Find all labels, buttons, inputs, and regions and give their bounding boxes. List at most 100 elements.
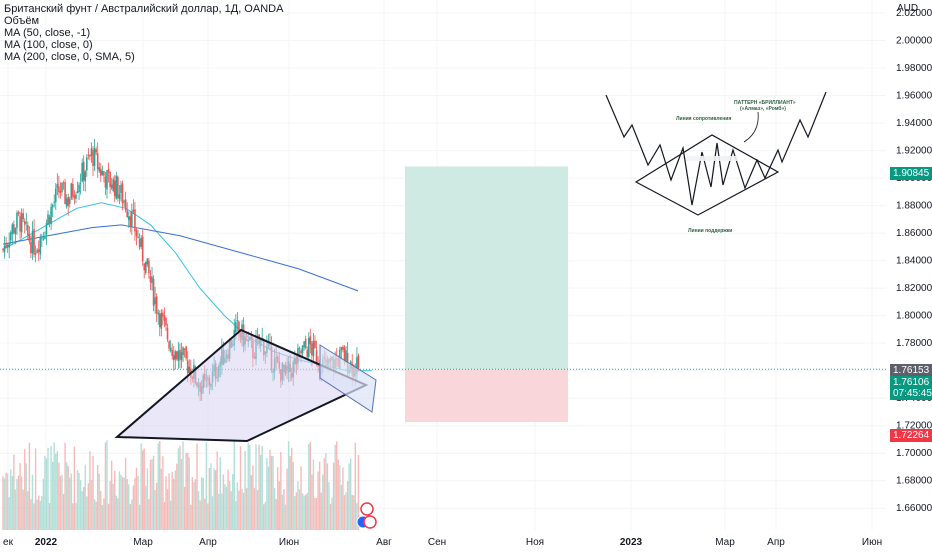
- candle-body: [107, 168, 110, 173]
- time-tick-label: Апр: [199, 537, 217, 548]
- volume-bar: [67, 466, 69, 530]
- candle-body: [314, 340, 316, 348]
- price-axis[interactable]: 1.660001.680001.700001.720001.740001.760…: [886, 0, 932, 550]
- candle-body: [75, 194, 77, 199]
- candle-body: [92, 150, 94, 166]
- volume-bar: [48, 503, 51, 530]
- candle-body: [82, 161, 85, 181]
- volume-bar: [225, 486, 228, 530]
- volume-bar: [110, 460, 113, 530]
- time-tick-label: Мар: [715, 537, 735, 548]
- volume-bar: [218, 493, 220, 530]
- candle-body: [158, 313, 161, 328]
- volume-bar: [157, 443, 159, 530]
- diamond-pattern-diagram: ПАТТЕРН «БРИЛЛИАНТ» («Алмаз», «Ромб») Ли…: [605, 91, 827, 234]
- candle-body: [126, 210, 128, 218]
- volume-bar: [244, 450, 246, 530]
- volume-bar: [78, 473, 80, 530]
- volume-bar: [291, 447, 293, 530]
- volume-bar: [44, 455, 46, 530]
- volume-bar: [31, 474, 34, 530]
- candle-body: [151, 276, 153, 284]
- candle-body: [47, 214, 49, 225]
- candle-body: [45, 223, 48, 235]
- volume-bar: [345, 492, 347, 530]
- candle-body: [343, 347, 346, 363]
- candle-body: [54, 188, 57, 203]
- volume-bar: [149, 459, 152, 530]
- volume-bar: [221, 493, 223, 530]
- volume-bar: [84, 464, 86, 530]
- drawings[interactable]: [114, 328, 377, 443]
- candle-body: [118, 194, 121, 200]
- volume-bar: [272, 455, 274, 530]
- volume-bar: [295, 492, 298, 530]
- candle-body: [163, 315, 166, 321]
- candle-body: [300, 350, 302, 354]
- volume-bar: [14, 489, 17, 530]
- volume-bar: [190, 504, 192, 530]
- legend-ma-100[interactable]: MA (100, close, 0): [4, 39, 93, 51]
- candle-body: [303, 341, 305, 348]
- volume-bar: [196, 443, 198, 530]
- volume-bar: [235, 501, 237, 530]
- volume-bar: [211, 496, 214, 530]
- candle-body: [90, 148, 93, 157]
- legend-ma-50[interactable]: MA (50, close, -1): [4, 27, 91, 39]
- candle-body: [99, 168, 102, 176]
- volume-bar: [318, 461, 321, 530]
- volume-bar: [41, 496, 43, 530]
- price-tick-label: 1.86000: [896, 228, 932, 239]
- volume-bar: [72, 503, 74, 530]
- volume-bar: [10, 469, 12, 530]
- volume-bar: [200, 477, 203, 530]
- volume-bar: [151, 459, 153, 530]
- price-tick-label: 1.80000: [896, 311, 932, 322]
- volume-bar: [356, 503, 358, 530]
- candle-body: [16, 212, 18, 229]
- volume-bar: [236, 482, 239, 530]
- volume-bar: [219, 457, 222, 530]
- volume-bar: [103, 498, 105, 530]
- candle-body: [121, 183, 124, 204]
- legend-ma-200[interactable]: MA (200, close, 0, SMA, 5): [4, 51, 135, 63]
- volume-bar: [339, 465, 341, 530]
- candle-body: [134, 209, 136, 232]
- candle-body: [149, 276, 152, 283]
- volume-bar: [47, 447, 49, 530]
- volume-bar: [162, 456, 164, 530]
- volume-bar: [222, 474, 225, 530]
- price-tick-label: 1.68000: [896, 476, 932, 487]
- volume-bar: [239, 446, 242, 530]
- candle-body: [72, 183, 74, 197]
- volume-bar: [230, 491, 232, 530]
- candle-body: [342, 346, 344, 350]
- volume-bar: [51, 461, 54, 530]
- candle-body: [312, 340, 315, 357]
- candle-body: [315, 350, 318, 365]
- volume-bar: [154, 490, 156, 530]
- volume-bar: [298, 489, 301, 530]
- volume-bar: [250, 475, 253, 530]
- candle-body: [28, 234, 31, 242]
- candle-body: [148, 260, 150, 274]
- candle-body: [135, 229, 138, 237]
- candle-body: [3, 245, 6, 253]
- volume-bar: [107, 503, 110, 530]
- legend-symbol-title[interactable]: Британский фунт / Австралийский доллар, …: [4, 3, 284, 15]
- candle-body: [67, 197, 69, 206]
- volume-bar: [30, 499, 32, 530]
- candle-body: [168, 341, 170, 349]
- volume-bar: [56, 451, 59, 530]
- diagram-resistance-label: Линия сопротивления: [676, 116, 731, 122]
- volume-bar: [76, 470, 79, 530]
- time-axis[interactable]: ек 2022 Мар Апр Июн Авг Сен Ноя 2023 Мар Апр Июн: [3, 537, 882, 548]
- candle-body: [132, 209, 135, 212]
- volume-bar: [277, 467, 279, 530]
- candle-body: [180, 352, 183, 361]
- volume-bar: [141, 450, 144, 530]
- candle-body: [357, 355, 360, 372]
- legend-volume[interactable]: Объём: [4, 15, 40, 27]
